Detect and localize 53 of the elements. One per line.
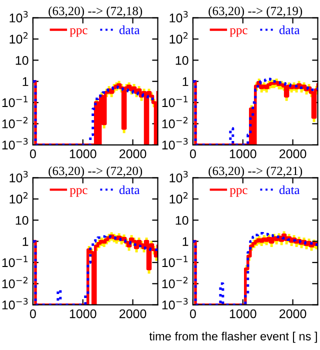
y-tick-label: 10$^{−2}$ xyxy=(2,276,28,288)
x-tick-label: 2000 xyxy=(120,309,146,318)
x-tick-label: 1000 xyxy=(230,149,256,158)
legend-label: data xyxy=(279,185,300,194)
y-tick-label: 10$^{−2}$ xyxy=(2,116,28,128)
y-tick-label: 10$^{−3}$ xyxy=(162,138,188,150)
legend-label: ppc xyxy=(70,188,88,197)
y-tick-label: 10$^{2}$ xyxy=(10,192,28,204)
y-tick-label: 10 xyxy=(16,56,28,65)
chart-title: (63,20) --> (72,20) xyxy=(48,166,142,178)
chart-title: (63,20) --> (72,19) xyxy=(208,6,302,18)
text: ppc xyxy=(230,28,248,37)
y-tick-label: 10$^{−1}$ xyxy=(2,96,28,108)
y-tick-label: 10$^{3}$ xyxy=(170,170,188,182)
y-tick-label: 1 xyxy=(182,77,188,86)
y-tick-label: 10$^{2}$ xyxy=(170,192,188,204)
x-tick-label: 0 xyxy=(30,149,36,158)
y-tick-label: 10$^{2}$ xyxy=(10,32,28,44)
text: ppc xyxy=(230,188,248,197)
legend-label: data xyxy=(119,25,140,34)
x-axis-title: time from the flasher event [ ns ] xyxy=(149,332,317,343)
legend-label: data xyxy=(119,185,140,194)
y-tick-label: 10 xyxy=(176,216,188,225)
y-tick-label: 10$^{2}$ xyxy=(170,32,188,44)
x-tick-label: 2000 xyxy=(280,149,306,158)
y-tick-label: 10$^{−1}$ xyxy=(2,256,28,268)
legend-label: ppc xyxy=(70,28,88,37)
y-tick-label: 10$^{−3}$ xyxy=(162,298,188,310)
x-tick-label: 0 xyxy=(190,309,196,318)
y-tick-label: 10$^{−1}$ xyxy=(162,256,188,268)
x-tick-label: 0 xyxy=(30,309,36,318)
y-tick-label: 10$^{−1}$ xyxy=(162,96,188,108)
x-tick-label: 1000 xyxy=(230,309,256,318)
x-tick-label: 2000 xyxy=(280,309,306,318)
y-tick-label: 10$^{−3}$ xyxy=(2,298,28,310)
x-tick-label: 1000 xyxy=(70,309,96,318)
x-tick-label: 1000 xyxy=(70,149,96,158)
x-tick-label: 0 xyxy=(190,149,196,158)
y-tick-label: 1 xyxy=(182,237,188,246)
y-tick-label: 10$^{−3}$ xyxy=(2,138,28,150)
y-tick-label: 1 xyxy=(22,237,28,246)
y-tick-label: 10$^{3}$ xyxy=(170,11,188,22)
y-tick-label: 1 xyxy=(22,77,28,86)
y-tick-label: 10$^{3}$ xyxy=(10,11,28,22)
y-tick-label: 10 xyxy=(16,216,28,225)
y-tick-label: 10$^{−2}$ xyxy=(162,276,188,288)
chart-title: (63,20) --> (72,21) xyxy=(208,166,302,178)
legend-label: data xyxy=(279,25,300,34)
y-tick-label: 10$^{3}$ xyxy=(10,170,28,182)
y-tick-label: 10$^{−2}$ xyxy=(162,116,188,128)
chart-title: (63,20) --> (72,18) xyxy=(48,6,142,18)
y-tick-label: 10 xyxy=(176,56,188,65)
x-tick-label: 2000 xyxy=(120,149,146,158)
